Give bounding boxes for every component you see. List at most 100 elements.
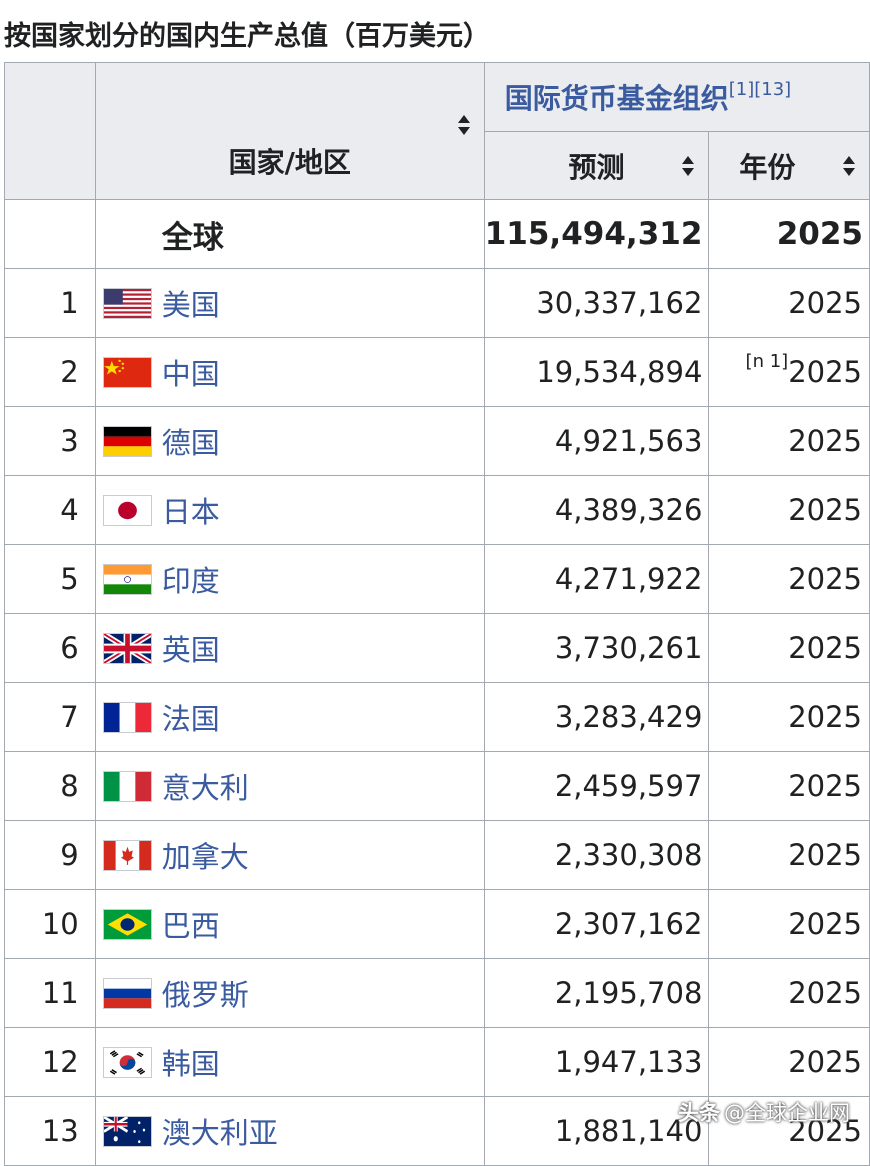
table-row: 6 英国 3,730,261 2025 (4, 613, 870, 683)
imf-group-header: 国际货币基金组织[1][13] (483, 62, 870, 132)
country-link[interactable]: 印度 (161, 564, 220, 598)
country-header-label: 国家/地区 (228, 146, 351, 179)
year-cell: 2025 (708, 958, 870, 1028)
table-row: 8 意大利 2,459,597 2025 (4, 751, 870, 821)
rank-header (4, 62, 96, 200)
rank-cell: 2 (4, 337, 96, 407)
forecast-value-cell: 4,389,326 (483, 475, 710, 545)
forecast-header-label: 预测 (568, 150, 625, 184)
sort-icon[interactable] (843, 155, 855, 176)
year-cell: 2025 (708, 820, 870, 890)
year-cell: 2025 (708, 751, 870, 821)
rank-cell: 8 (4, 751, 96, 821)
country-link[interactable]: 意大利 (161, 771, 249, 805)
forecast-value-cell: 1,881,140 (483, 1096, 710, 1166)
rank-cell: 13 (4, 1096, 96, 1166)
year-value: 2025 (788, 355, 862, 389)
it-flag-icon[interactable] (102, 770, 152, 802)
country-cell: 德国 (94, 406, 485, 476)
table-row: 9 加拿大 2,330,308 2025 (4, 820, 870, 890)
year-column-header[interactable]: 年份 (708, 131, 870, 200)
imf-link[interactable]: 国际货币基金组织 (504, 82, 729, 115)
de-flag-icon[interactable] (102, 425, 152, 457)
footnote-link[interactable]: [n 1] (745, 351, 789, 372)
year-value: 2025 (788, 838, 862, 872)
country-cell: 法国 (94, 682, 485, 752)
us-flag-icon[interactable] (102, 287, 152, 319)
year-cell: 2025 (708, 613, 870, 683)
imf-refs[interactable]: [1][13] (728, 79, 792, 100)
year-value: 2025 (788, 907, 862, 941)
forecast-value-cell: 4,921,563 (483, 406, 710, 476)
year-cell: 2025 (708, 475, 870, 545)
table-row: 3 德国 4,921,563 2025 (4, 406, 870, 476)
country-cell: 韩国 (94, 1027, 485, 1097)
year-value: 2025 (788, 631, 862, 665)
forecast-value-cell: 2,307,162 (483, 889, 710, 959)
forecast-value-cell: 3,730,261 (483, 613, 710, 683)
world-rank-cell (4, 199, 96, 269)
watermark-text: @全球企业网 (724, 1101, 850, 1125)
country-cell: 巴西 (94, 889, 485, 959)
country-link[interactable]: 俄罗斯 (161, 978, 249, 1012)
table-row: 7 法国 3,283,429 2025 (4, 682, 870, 752)
year-header-label: 年份 (739, 150, 796, 184)
sort-icon[interactable] (457, 115, 470, 135)
year-cell: 2025 (708, 1027, 870, 1097)
cn-flag-icon[interactable] (102, 356, 152, 388)
country-link[interactable]: 英国 (161, 633, 220, 667)
year-cell: 2025 (708, 889, 870, 959)
rank-cell: 1 (4, 268, 96, 338)
table-row: 4 日本 4,389,326 2025 (4, 475, 870, 545)
watermark: 头条 @全球企业网 (678, 1097, 850, 1127)
au-flag-icon[interactable] (102, 1115, 152, 1147)
country-cell: 中国 (94, 337, 485, 407)
country-cell: 美国 (94, 268, 485, 338)
in-flag-icon[interactable] (102, 563, 152, 595)
rank-cell: 5 (4, 544, 96, 614)
country-column-header[interactable]: 国家/地区 (94, 62, 485, 200)
jp-flag-icon[interactable] (102, 494, 152, 526)
country-link[interactable]: 韩国 (161, 1047, 220, 1081)
country-link[interactable]: 法国 (161, 702, 220, 736)
country-link[interactable]: 美国 (161, 288, 220, 322)
sort-icon[interactable] (682, 155, 695, 176)
forecast-value-cell: 2,195,708 (483, 958, 710, 1028)
forecast-value-cell: 1,947,133 (483, 1027, 710, 1097)
forecast-value-cell: 3,283,429 (483, 682, 710, 752)
world-year: 2025 (708, 199, 870, 269)
forecast-value-cell: 30,337,162 (483, 268, 710, 338)
table-row: 12 韩国 1,947,133 2025 (4, 1027, 870, 1097)
year-value: 2025 (788, 493, 862, 527)
forecast-value-cell: 2,459,597 (483, 751, 710, 821)
table-row: 10 巴西 2,307,162 2025 (4, 889, 870, 959)
year-value: 2025 (788, 976, 862, 1010)
year-cell: 2025 (708, 682, 870, 752)
br-flag-icon[interactable] (102, 908, 152, 940)
forecast-column-header[interactable]: 预测 (483, 131, 710, 200)
year-value: 2025 (788, 700, 862, 734)
country-cell: 日本 (94, 475, 485, 545)
country-link[interactable]: 加拿大 (161, 840, 249, 874)
country-link[interactable]: 澳大利亚 (161, 1116, 278, 1150)
year-cell: 2025 (708, 544, 870, 614)
country-link[interactable]: 德国 (161, 426, 220, 460)
ru-flag-icon[interactable] (102, 977, 152, 1009)
year-cell: 2025 (708, 406, 870, 476)
kr-flag-icon[interactable] (102, 1046, 152, 1078)
table-row: 1 美国 30,337,162 2025 (4, 268, 870, 338)
country-cell: 澳大利亚 (94, 1096, 485, 1166)
country-link[interactable]: 中国 (161, 357, 220, 391)
country-link[interactable]: 巴西 (161, 909, 220, 943)
fr-flag-icon[interactable] (102, 701, 152, 733)
rank-cell: 9 (4, 820, 96, 890)
year-cell: [n 1]2025 (708, 337, 870, 407)
year-value: 2025 (788, 286, 862, 320)
ca-flag-icon[interactable] (102, 839, 152, 871)
year-value: 2025 (788, 424, 862, 458)
gb-flag-icon[interactable] (102, 632, 152, 664)
country-link[interactable]: 日本 (161, 495, 220, 529)
world-row: 全球 115,494,312 2025 (4, 199, 870, 269)
world-label: 全球 (94, 199, 485, 269)
watermark-logo: 头条 (678, 1101, 720, 1125)
